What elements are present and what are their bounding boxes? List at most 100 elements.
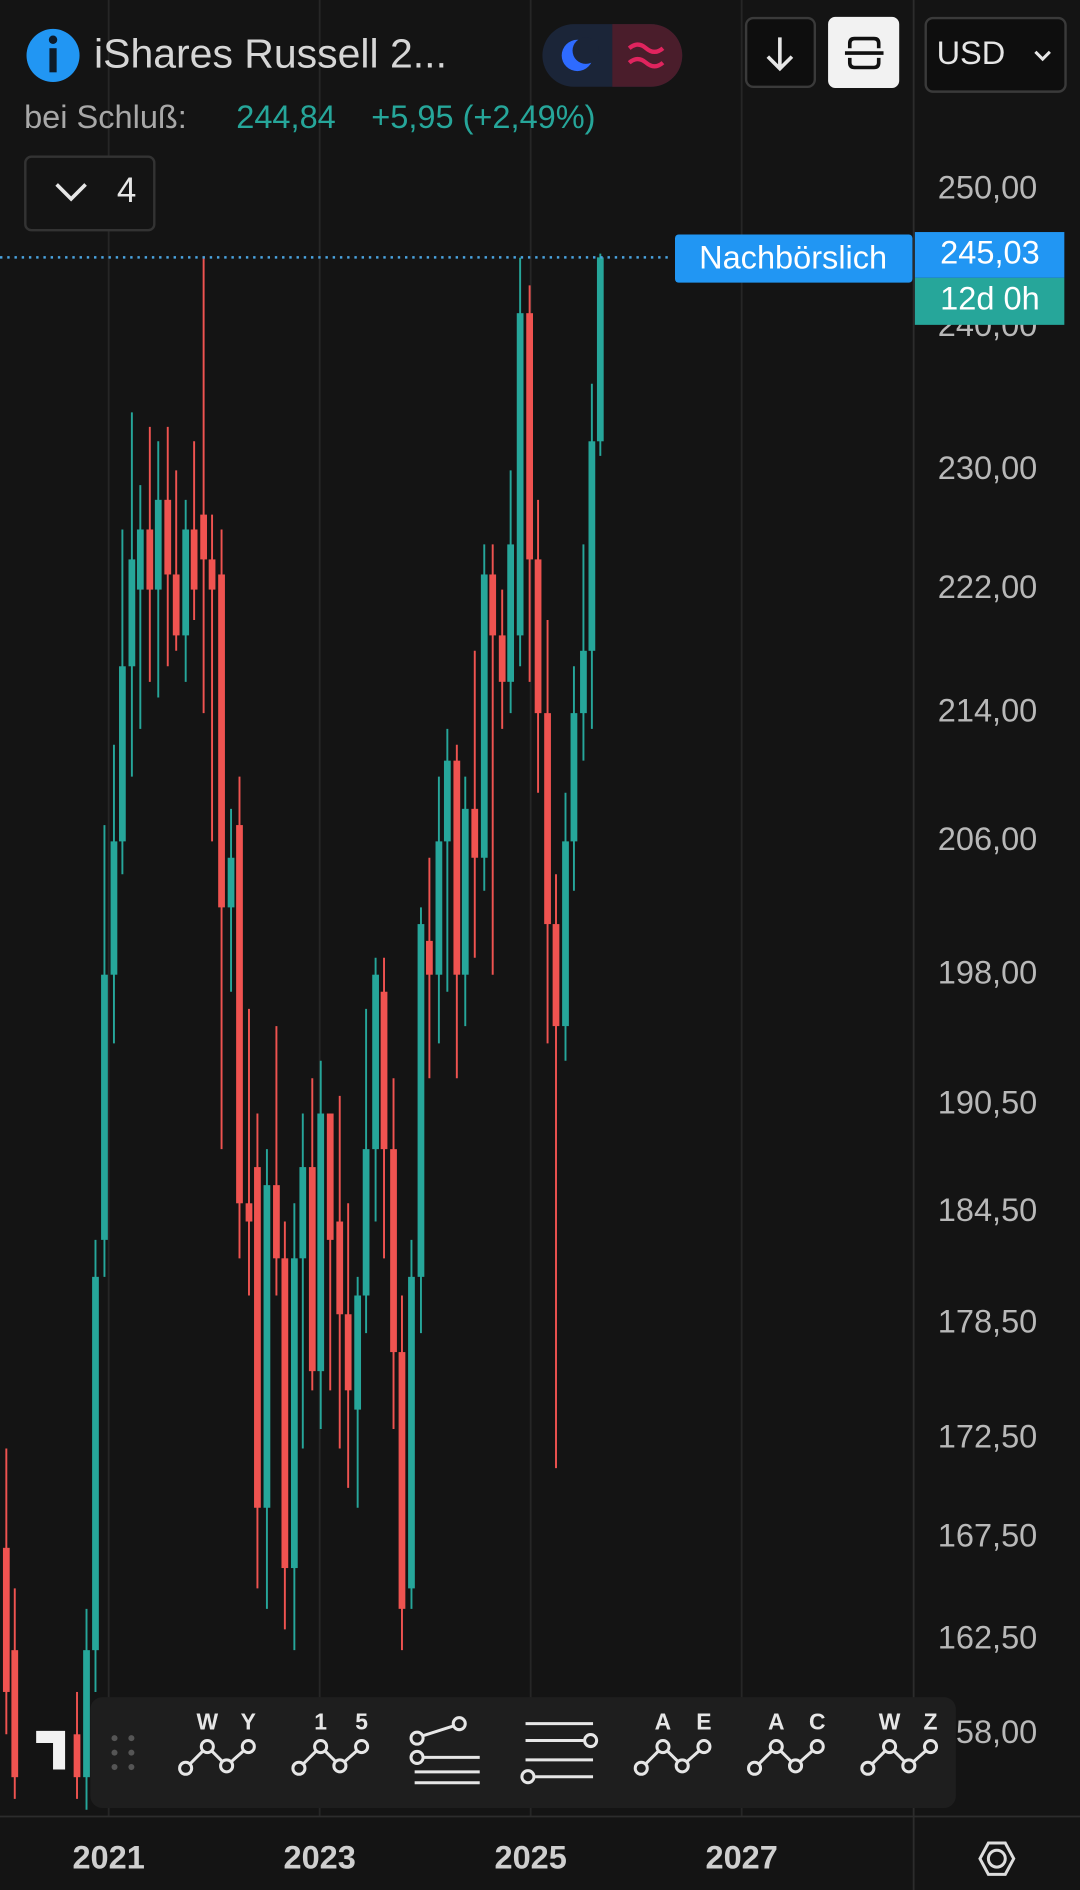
currency: USD [937,35,1006,71]
close-price: 244,84 [236,99,335,135]
tool-letter: W [879,1709,901,1735]
tool-node [696,1739,712,1755]
candle-body [461,808,469,975]
tool-node [313,1739,329,1755]
candle-body [2,1547,10,1692]
tool-zigzag [866,1744,932,1770]
settings-icon[interactable] [986,1848,1007,1869]
candle-body [254,1167,261,1508]
candle-body [380,991,388,1150]
candle-body [263,1185,271,1508]
wave-icon [627,42,665,69]
candle-body [580,650,587,714]
y-tick-label: 172,50 [938,1418,1037,1454]
y-tick-label: 190,50 [938,1084,1037,1120]
candle-body [552,924,560,1027]
candle-body [136,529,144,590]
mode-toggle-right[interactable] [612,24,683,87]
candle-body [390,1149,397,1353]
price-change: +5,95 (+2,49%) [371,99,595,135]
chevron-icon [55,183,87,202]
candle-body [480,574,488,858]
candle-body [354,1295,362,1410]
tool-letter: 5 [355,1709,368,1735]
tool-node [768,1739,784,1755]
candle-body [290,1258,298,1569]
candle-body [83,1650,90,1778]
candle-body [326,1113,334,1240]
currency-select[interactable] [924,16,1067,93]
candle-body [507,544,515,682]
y-tick-label: 184,50 [938,1192,1037,1228]
candle-body [146,529,154,590]
candle-body [128,559,136,667]
candle-body [398,1352,406,1609]
tool-node [655,1739,671,1755]
y-tick-label: 167,50 [938,1517,1037,1553]
drag-handle [111,1735,135,1771]
candle-body [417,924,425,1277]
tool-node [923,1739,939,1755]
candle-body [443,760,451,842]
y-tick-label: 162,50 [938,1619,1037,1655]
tool-trendlines[interactable] [409,1716,480,1785]
tool-node [788,1758,804,1774]
candle-body [596,257,604,442]
countdown-bg [914,277,1065,325]
candle-body [336,1221,344,1315]
close-label: bei Schluß: [24,99,187,135]
candle-body [408,1276,415,1589]
tool-node [219,1758,235,1774]
x-tick-label: 2023 [283,1839,355,1875]
tool-node [674,1758,690,1774]
candle-body [164,499,172,575]
candle-body [570,713,578,842]
tool-letter: W [197,1709,219,1735]
candle-body [11,1650,19,1778]
candle-body [190,529,198,590]
candle-body [92,1276,99,1651]
tool-lines[interactable] [520,1722,599,1785]
x-tick-label: 2027 [706,1839,778,1875]
candle-body [372,974,379,1150]
tool-node [178,1760,194,1776]
candle-body [299,1167,307,1259]
price-tag-bg [914,232,1065,278]
drawing-toolbar [90,1697,956,1809]
tool-node [633,1760,649,1776]
y-tick-label: 230,00 [938,450,1037,486]
dropdown-icon [1034,50,1051,62]
y-tick-label: 198,00 [938,954,1037,990]
candle-body [245,1203,253,1222]
tool-node [860,1760,876,1776]
candle-body [110,841,118,975]
candle-body [227,857,235,908]
candle-body [588,441,596,651]
tool-letter: 1 [314,1709,327,1735]
tool-letter: C [809,1709,826,1735]
tool-letter: Z [924,1709,938,1735]
indicator-count: 4 [117,171,136,210]
candle-body [317,1113,325,1372]
candle-body [516,313,524,636]
candle-body [119,666,126,842]
moon-icon [572,37,600,64]
indicator-toggle[interactable] [24,155,156,232]
grid [107,0,743,1817]
candle-body [534,559,542,714]
candle-body [200,514,207,560]
tool-node [901,1758,917,1774]
y-tick-label: 178,50 [938,1303,1037,1339]
candle-body [308,1167,316,1372]
x-tick-label: 2025 [494,1839,566,1875]
settings-icon [978,1841,1016,1876]
tool-letter: E [696,1709,711,1735]
candle-body [273,1185,280,1259]
tool-zigzag [297,1744,363,1770]
session-tag-bg [675,234,913,283]
info-glyph [49,48,57,73]
candle-body [526,313,534,560]
tool-zigzag [753,1744,819,1770]
